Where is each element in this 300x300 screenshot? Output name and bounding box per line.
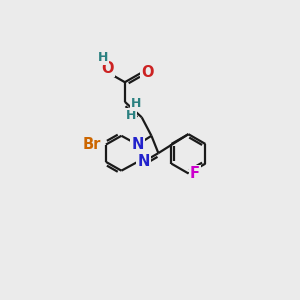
Text: N: N [131, 137, 144, 152]
Text: H: H [131, 97, 141, 110]
Text: H: H [125, 109, 136, 122]
Text: Br: Br [83, 137, 101, 152]
Text: F: F [190, 166, 200, 181]
Text: O: O [101, 61, 114, 76]
Text: O: O [141, 65, 154, 80]
Text: H: H [98, 51, 108, 64]
Text: N: N [137, 154, 149, 169]
